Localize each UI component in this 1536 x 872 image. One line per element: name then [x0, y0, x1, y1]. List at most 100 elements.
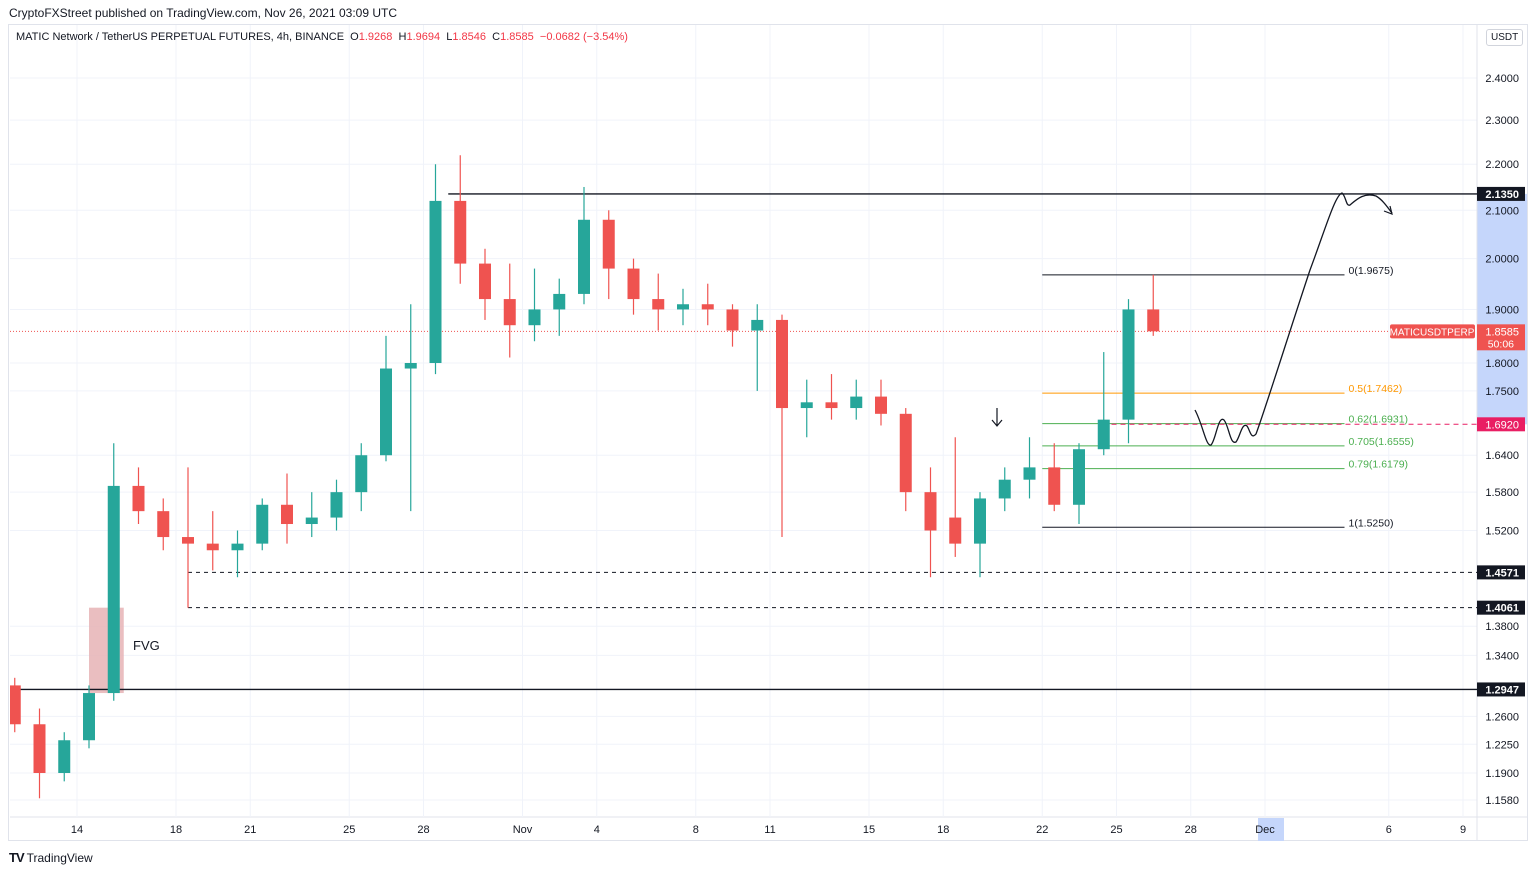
candle [553, 293, 566, 310]
x-tick-label: 28 [1185, 824, 1197, 836]
candle [281, 504, 293, 525]
x-tick-label: 9 [1460, 824, 1466, 836]
x-tick-label: 21 [244, 824, 256, 836]
symbol-legend: MATIC Network / TetherUS PERPETUAL FUTUR… [16, 31, 628, 43]
plot-area [10, 155, 1477, 799]
candle [578, 219, 590, 294]
symbol-name: MATIC Network / TetherUS PERPETUAL FUTUR… [16, 31, 345, 43]
candle [454, 200, 467, 264]
y-tick-label: 1.2250 [1485, 739, 1519, 751]
fib-level-label: 0.79(1.6179) [1349, 459, 1409, 471]
fib-level-label: 0.62(1.6931) [1349, 414, 1409, 426]
currency-unit-button[interactable]: USDT [1486, 29, 1524, 46]
candle [107, 485, 120, 694]
y-tick-label: 1.6400 [1485, 450, 1519, 462]
target-price-tag [1477, 417, 1525, 432]
level-price-label: 1.4571 [1485, 567, 1519, 579]
y-tick-label: 1.3400 [1485, 650, 1519, 662]
close-value: 1.8585 [500, 31, 534, 43]
candle [58, 740, 71, 773]
open-label: O [350, 31, 359, 43]
close-label: C [492, 31, 501, 43]
candle [652, 299, 665, 310]
fib-level-label: 0.705(1.6555) [1349, 436, 1414, 448]
x-tick-label: 22 [1036, 824, 1048, 836]
level-price-label: 1.2947 [1485, 684, 1519, 696]
y-tick-label: 1.8000 [1485, 358, 1519, 370]
candle [380, 368, 392, 456]
candle [182, 537, 194, 544]
y-tick-label: 1.5200 [1485, 526, 1519, 538]
price-range-highlight [1477, 193, 1527, 425]
candle [627, 268, 640, 300]
candle [701, 304, 714, 310]
candle [330, 492, 343, 518]
candle [206, 543, 219, 551]
candle [850, 396, 863, 409]
fvg-label: FVG [133, 638, 160, 653]
y-tick-label: 2.2000 [1485, 159, 1519, 171]
candle [974, 498, 986, 544]
level-price-tag [1477, 682, 1525, 697]
high-value: 1.9694 [406, 31, 441, 43]
candle [1023, 467, 1036, 480]
x-tick-label: 18 [170, 824, 182, 836]
candle [924, 492, 937, 531]
candle [10, 685, 21, 725]
low-label: L [446, 31, 453, 43]
candle [998, 479, 1011, 499]
y-tick-label: 1.1900 [1485, 768, 1519, 780]
candle [404, 363, 417, 369]
x-tick-label: 28 [417, 824, 429, 836]
symbol-tag [1390, 324, 1475, 339]
candle [528, 309, 541, 326]
down-arrow-icon [991, 408, 1003, 427]
level-price-label: 1.4061 [1485, 603, 1519, 615]
y-tick-label: 2.3000 [1485, 115, 1519, 127]
current-price-tag [1477, 324, 1525, 351]
high-label: H [398, 31, 407, 43]
candle [1073, 449, 1085, 505]
candle [1122, 309, 1135, 420]
x-tick-label: Nov [513, 824, 533, 836]
projection-arrow-icon [1383, 205, 1393, 215]
y-tick-label: 2.4000 [1485, 73, 1519, 85]
level-price-tag [1477, 565, 1525, 580]
x-tick-label: 14 [71, 824, 83, 836]
tradingview-logo-icon: TV [9, 850, 25, 865]
fib-level-label: 0.5(1.7462) [1349, 383, 1403, 395]
candle [726, 309, 739, 331]
candle [800, 402, 813, 409]
x-tick-label: Dec [1255, 824, 1275, 836]
y-tick-label: 2.0000 [1485, 254, 1519, 266]
tradingview-footer: TV TradingView [9, 850, 93, 865]
open-value: 1.9268 [358, 31, 393, 43]
chart-frame [8, 24, 1528, 841]
current-price-label: 1.8585 [1485, 326, 1519, 338]
candle [875, 396, 887, 414]
candle [83, 693, 95, 741]
y-tick-label: 1.7500 [1485, 386, 1519, 398]
symbol-tag-label: MATICUSDTPERP [1390, 327, 1475, 338]
candle [132, 485, 145, 512]
candle [751, 319, 764, 331]
x-tick-label: 18 [937, 824, 949, 836]
fib-level-label: 0(1.9675) [1349, 265, 1394, 277]
candle [602, 219, 615, 269]
level-price-tag [1477, 600, 1525, 615]
candle [776, 319, 788, 409]
x-tick-label: 25 [1110, 824, 1122, 836]
candle [33, 724, 46, 773]
candle [429, 200, 442, 364]
candle [157, 511, 170, 538]
y-tick-label: 1.9000 [1485, 304, 1519, 316]
candle [479, 263, 491, 300]
target-price-label: 1.6920 [1485, 419, 1519, 431]
y-tick-label: 2.1000 [1485, 205, 1519, 217]
y-tick-label: 1.3800 [1485, 621, 1519, 633]
candle [899, 413, 912, 493]
x-tick-label: 25 [343, 824, 355, 836]
candle [1147, 309, 1160, 332]
low-value: 1.8546 [452, 31, 487, 43]
